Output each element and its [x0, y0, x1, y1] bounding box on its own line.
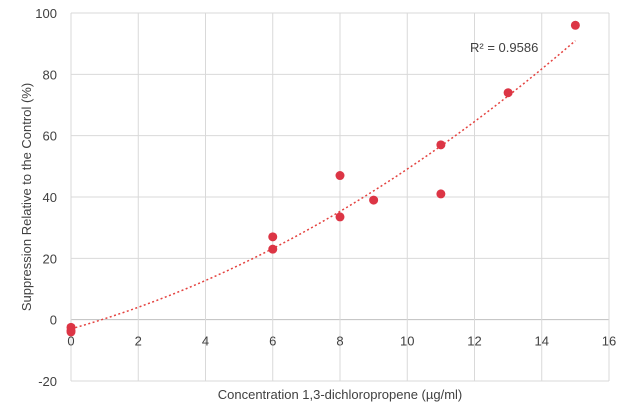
data-point	[66, 327, 76, 337]
x-tick-label: 12	[467, 334, 481, 349]
x-tick-label: 10	[400, 334, 414, 349]
y-tick-label: 60	[43, 129, 57, 144]
tick-labels: -20 0 20 40 60 80 100 0 2 4 6 8 10 12 14 16	[35, 6, 616, 389]
y-tick-label: 40	[43, 190, 57, 205]
y-tick-label: 100	[35, 6, 57, 21]
x-tick-label: 4	[202, 334, 209, 349]
y-tick-label: 20	[43, 251, 57, 266]
data-point	[570, 20, 580, 30]
data-point	[436, 140, 446, 150]
x-tick-label: 16	[602, 334, 616, 349]
data-point	[335, 212, 345, 222]
y-tick-label: -20	[38, 374, 57, 389]
trendline	[70, 40, 576, 330]
r-squared-annotation: R² = 0.9586	[470, 40, 538, 55]
data-points	[66, 20, 580, 337]
y-tick-label: 0	[50, 313, 57, 328]
x-tick-label: 14	[535, 334, 549, 349]
x-tick-label: 8	[336, 334, 343, 349]
x-axis-title: Concentration 1,3-dichloropropene (µg/ml…	[218, 387, 463, 402]
y-axis-title: Suppression Relative to the Control (%)	[19, 83, 34, 311]
grid-layer	[70, 12, 610, 382]
x-tick-label: 2	[135, 334, 142, 349]
data-point	[335, 171, 345, 181]
x-tick-label: 6	[269, 334, 276, 349]
data-point	[436, 189, 446, 199]
data-point	[503, 88, 513, 98]
x-tick-label: 0	[67, 334, 74, 349]
y-tick-label: 80	[43, 67, 57, 82]
data-point	[268, 232, 278, 242]
data-point	[268, 244, 278, 254]
data-point	[369, 195, 379, 205]
